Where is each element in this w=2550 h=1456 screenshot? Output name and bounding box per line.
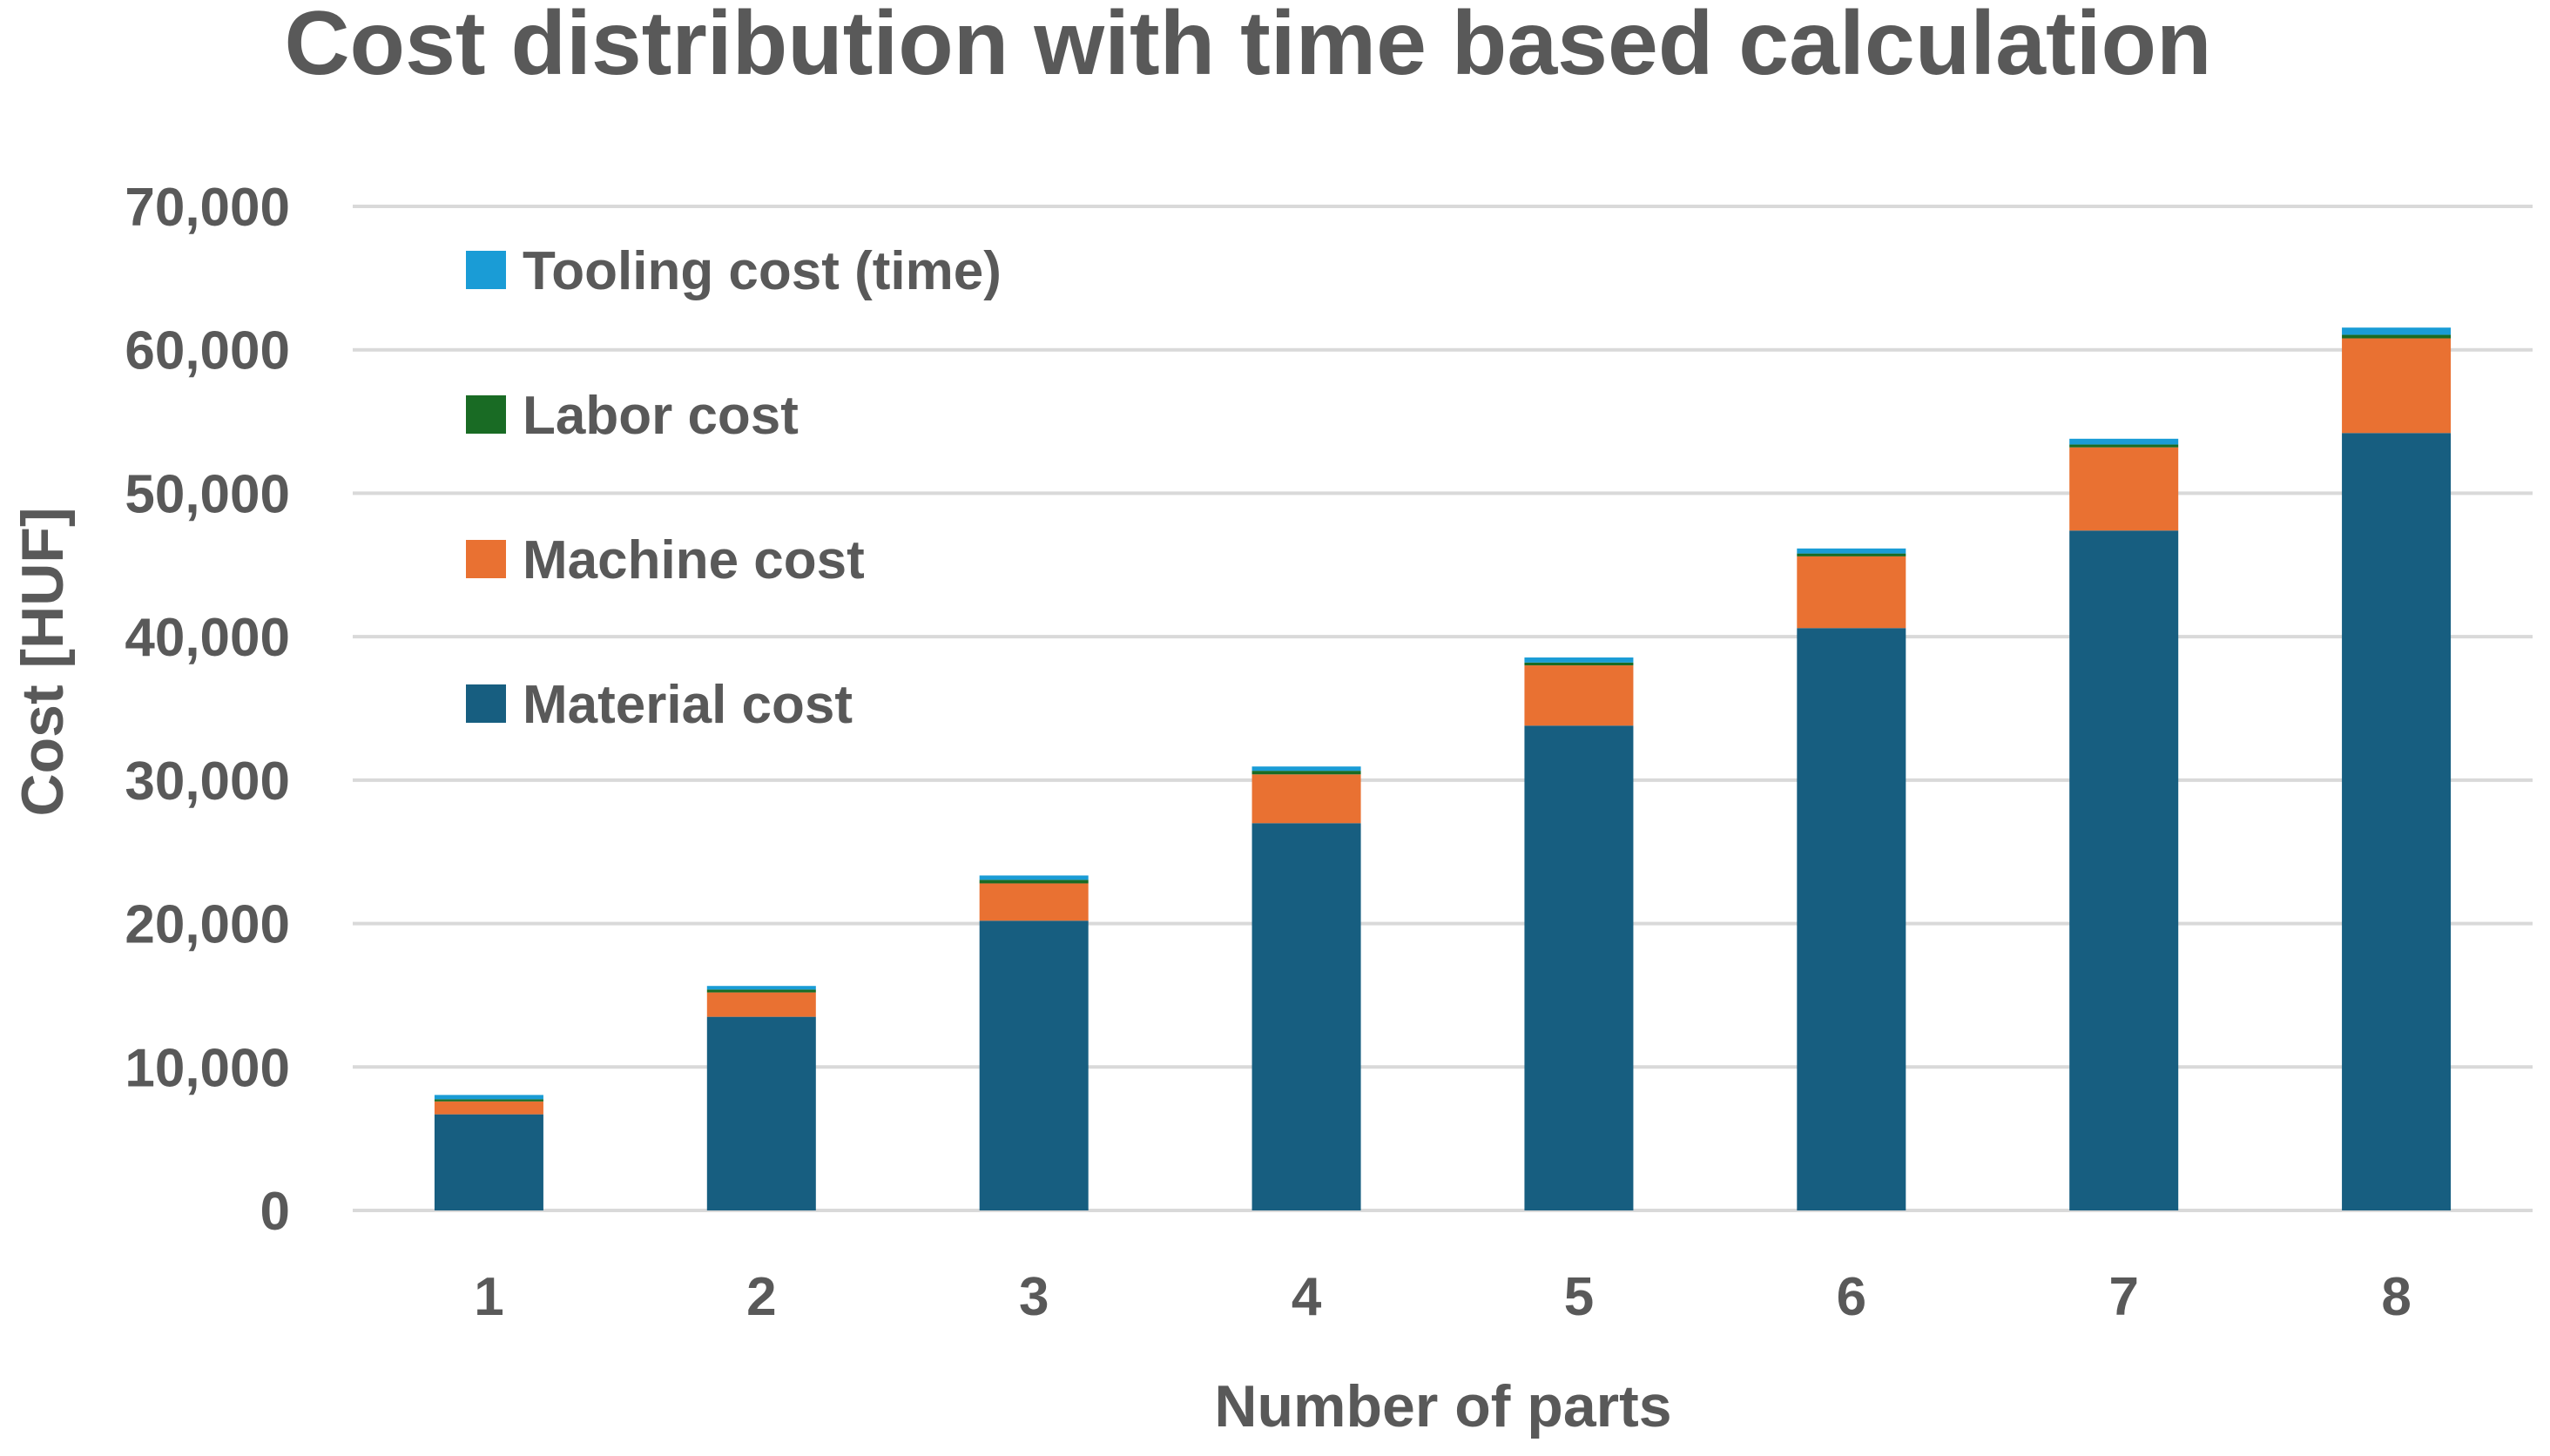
legend-label: Machine cost [523,530,865,590]
bars [434,327,2452,1211]
legend-item: Machine cost [466,530,865,590]
x-tick-label: 4 [1292,1267,1322,1327]
y-tick-label: 20,000 [125,895,290,955]
bar-segment-tooling-cost-time [979,875,1089,880]
legend-item: Labor cost [466,386,799,446]
bar-segment-machine-cost [1797,556,1906,629]
bar-segment-material-cost [1524,725,1634,1210]
legend-swatch [466,540,506,578]
bar-segment-labor-cost [706,989,816,993]
x-tick-label: 5 [1564,1267,1594,1327]
y-axis-label: Cost [HUF] [10,507,76,816]
bar-segment-labor-cost [1524,662,1634,666]
bar-segment-material-cost [434,1114,543,1210]
x-tick-label: 3 [1019,1267,1049,1327]
y-tick-label: 10,000 [125,1038,290,1098]
bar-segment-material-cost [2342,433,2452,1211]
x-tick-label: 2 [746,1267,776,1327]
legend-label: Labor cost [523,386,799,446]
bar-segment-labor-cost [2342,334,2452,339]
legend-item: Material cost [466,675,853,735]
bar-segment-machine-cost [1251,774,1361,824]
bar-segment-tooling-cost-time [2342,327,2452,335]
x-tick-label: 7 [2108,1267,2138,1327]
y-tick-label: 60,000 [125,321,290,381]
legend-label: Material cost [523,675,853,735]
legend-item: Tooling cost (time) [466,241,1002,301]
bar-segment-labor-cost [1797,553,1906,556]
bar-segment-tooling-cost-time [1251,766,1361,772]
legend-label: Tooling cost (time) [523,241,1002,301]
bar-segment-labor-cost [979,880,1089,884]
y-tick-label: 30,000 [125,752,290,812]
bar-segment-machine-cost [2069,447,2179,531]
bar-segment-tooling-cost-time [1524,657,1634,663]
bar-segment-tooling-cost-time [2069,438,2179,445]
x-tick-label: 8 [2381,1267,2411,1327]
y-tick-label: 50,000 [125,464,290,524]
bar-segment-tooling-cost-time [1797,548,1906,554]
legend: Tooling cost (time) Labor cost Machine cos… [466,241,1002,735]
x-axis-label: Number of parts [1214,1373,1671,1439]
bar-segment-machine-cost [434,1101,543,1115]
bar-segment-machine-cost [2342,338,2452,434]
bar-segment-material-cost [706,1016,816,1210]
bar-segment-material-cost [1797,628,1906,1210]
y-tick-label: 0 [260,1182,290,1242]
bar-segment-material-cost [979,920,1089,1210]
bar-segment-labor-cost [1251,771,1361,775]
legend-swatch [466,395,506,434]
bar-segment-machine-cost [979,883,1089,921]
y-axis-ticks: 0 10,000 20,000 30,000 40,000 50,000 60,000 70,… [125,178,290,1242]
legend-swatch [466,684,506,723]
bar-segment-material-cost [1251,823,1361,1210]
bar-segment-tooling-cost-time [434,1095,543,1100]
bar-segment-tooling-cost-time [706,986,816,990]
bar-segment-material-cost [2069,530,2179,1210]
bar-segment-labor-cost [434,1099,543,1102]
x-tick-label: 1 [474,1267,503,1327]
y-tick-label: 70,000 [125,178,290,238]
x-axis-ticks: 1 2 3 4 5 6 7 8 [474,1267,2412,1327]
legend-swatch [466,251,506,289]
x-tick-label: 6 [1837,1267,1866,1327]
bar-segment-machine-cost [1524,665,1634,726]
y-tick-label: 40,000 [125,608,290,668]
bar-segment-machine-cost [706,992,816,1017]
bar-segment-labor-cost [2069,444,2179,448]
chart-title: Cost distribution with time based calcul… [284,0,2211,94]
